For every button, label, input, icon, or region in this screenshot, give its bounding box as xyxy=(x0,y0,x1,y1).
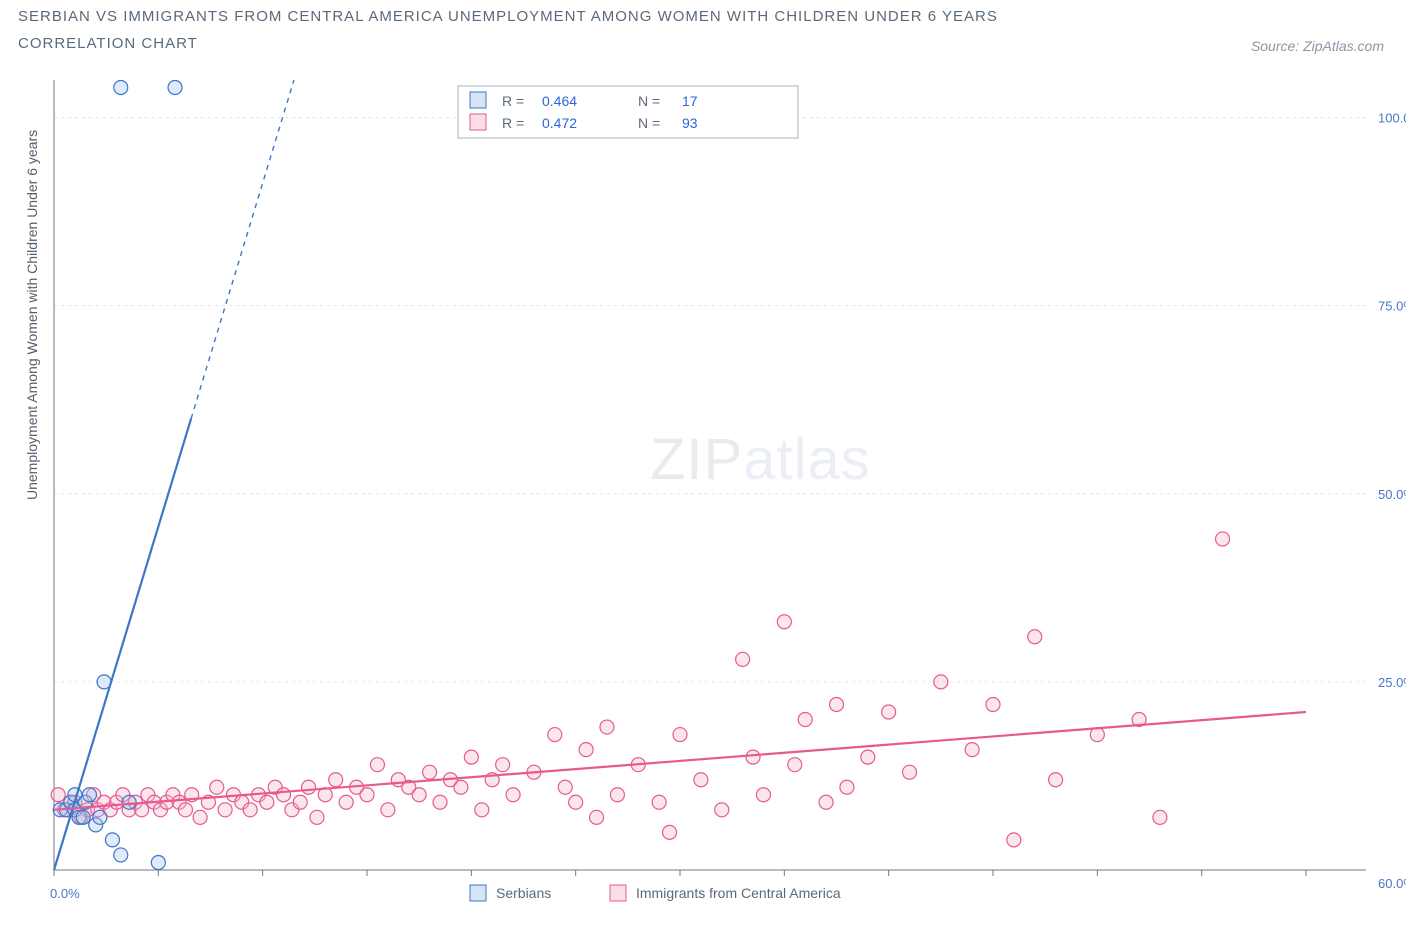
data-point-immigrants xyxy=(965,743,979,757)
data-point-immigrants xyxy=(193,810,207,824)
data-point-immigrants xyxy=(218,803,232,817)
data-point-immigrants xyxy=(135,803,149,817)
data-point-immigrants xyxy=(830,697,844,711)
stats-r-value: 0.472 xyxy=(542,115,577,131)
data-point-immigrants xyxy=(777,615,791,629)
data-point-immigrants xyxy=(243,803,257,817)
data-point-serbians xyxy=(105,833,119,847)
x-tick-label: 0.0% xyxy=(50,886,80,901)
data-point-immigrants xyxy=(475,803,489,817)
watermark: ZIPatlas xyxy=(650,427,871,492)
data-point-immigrants xyxy=(756,788,770,802)
y-tick-label: 25.0% xyxy=(1378,675,1406,690)
stats-n-value: 17 xyxy=(682,93,698,109)
data-point-immigrants xyxy=(590,810,604,824)
data-point-immigrants xyxy=(178,803,192,817)
data-point-immigrants xyxy=(412,788,426,802)
stats-swatch xyxy=(470,92,486,108)
y-tick-label: 75.0% xyxy=(1378,299,1406,314)
legend-label-immigrants: Immigrants from Central America xyxy=(636,885,841,901)
stats-label: R = xyxy=(502,115,524,131)
stats-n-value: 93 xyxy=(682,115,698,131)
data-point-immigrants xyxy=(652,795,666,809)
data-point-serbians xyxy=(168,81,182,95)
data-point-immigrants xyxy=(1049,773,1063,787)
data-point-immigrants xyxy=(329,773,343,787)
data-point-immigrants xyxy=(819,795,833,809)
correlation-chart: 25.0% 50.0% 75.0% 100.0% 0.0% 60.0% ZIPatlas R … xyxy=(0,0,1406,930)
data-point-immigrants xyxy=(579,743,593,757)
x-tick-label: 60.0% xyxy=(1378,876,1406,891)
data-point-immigrants xyxy=(360,788,374,802)
data-point-serbians xyxy=(114,81,128,95)
data-point-immigrants xyxy=(840,780,854,794)
data-point-immigrants xyxy=(600,720,614,734)
data-point-immigrants xyxy=(673,728,687,742)
data-point-immigrants xyxy=(934,675,948,689)
data-point-immigrants xyxy=(558,780,572,794)
trend-line-serbians-extrapolated xyxy=(191,80,294,419)
data-point-immigrants xyxy=(548,728,562,742)
data-point-immigrants xyxy=(986,697,1000,711)
data-point-immigrants xyxy=(454,780,468,794)
data-point-immigrants xyxy=(1007,833,1021,847)
data-point-immigrants xyxy=(788,758,802,772)
data-point-immigrants xyxy=(496,758,510,772)
y-tick-label: 50.0% xyxy=(1378,487,1406,502)
data-point-immigrants xyxy=(433,795,447,809)
data-point-immigrants xyxy=(610,788,624,802)
data-point-immigrants xyxy=(694,773,708,787)
data-point-immigrants xyxy=(210,780,224,794)
data-point-immigrants xyxy=(715,803,729,817)
data-point-immigrants xyxy=(423,765,437,779)
legend-swatch-serbians xyxy=(470,885,486,901)
stats-label: N = xyxy=(638,115,660,131)
data-point-immigrants xyxy=(861,750,875,764)
stats-r-value: 0.464 xyxy=(542,93,577,109)
data-point-immigrants xyxy=(663,825,677,839)
data-point-immigrants xyxy=(1028,630,1042,644)
data-point-immigrants xyxy=(746,750,760,764)
data-point-serbians xyxy=(122,795,136,809)
stats-label: R = xyxy=(502,93,524,109)
data-point-immigrants xyxy=(882,705,896,719)
data-point-immigrants xyxy=(569,795,583,809)
data-point-immigrants xyxy=(1153,810,1167,824)
y-tick-label: 100.0% xyxy=(1378,111,1406,126)
data-point-immigrants xyxy=(381,803,395,817)
data-point-immigrants xyxy=(464,750,478,764)
data-point-immigrants xyxy=(798,713,812,727)
data-point-immigrants xyxy=(903,765,917,779)
data-point-immigrants xyxy=(260,795,274,809)
data-point-immigrants xyxy=(302,780,316,794)
data-point-immigrants xyxy=(370,758,384,772)
trend-line-immigrants xyxy=(54,712,1306,810)
legend-label-serbians: Serbians xyxy=(496,885,551,901)
data-point-serbians xyxy=(93,810,107,824)
stats-label: N = xyxy=(638,93,660,109)
data-point-serbians xyxy=(114,848,128,862)
data-point-immigrants xyxy=(51,788,65,802)
data-point-immigrants xyxy=(277,788,291,802)
data-point-serbians xyxy=(151,855,165,869)
data-point-serbians xyxy=(82,788,96,802)
data-point-immigrants xyxy=(293,795,307,809)
data-point-immigrants xyxy=(1216,532,1230,546)
data-point-immigrants xyxy=(736,652,750,666)
data-point-immigrants xyxy=(339,795,353,809)
stats-swatch xyxy=(470,114,486,130)
data-point-immigrants xyxy=(310,810,324,824)
data-point-immigrants xyxy=(506,788,520,802)
legend-swatch-immigrants xyxy=(610,885,626,901)
data-point-serbians xyxy=(76,810,90,824)
